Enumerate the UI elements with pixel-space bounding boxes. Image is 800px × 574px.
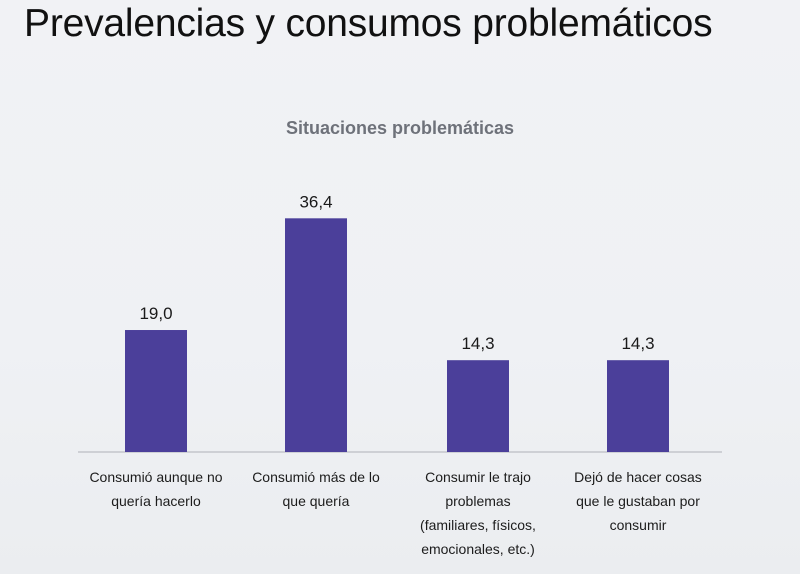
value-label-1: 19,0 [139,304,172,323]
category-label-2-line-2: que quería [283,493,350,509]
bar-4 [607,360,669,452]
category-label-3-line-2: problemas [445,493,510,509]
category-label-3-line-1: Consumir le trajo [425,469,531,485]
category-label-1-line-1: Consumió aunque no [89,469,222,485]
category-label-4-line-1: Dejó de hacer cosas [574,469,702,485]
category-label-4-line-3: consumir [610,517,667,533]
category-label-1-line-2: quería hacerlo [111,493,201,509]
category-label-3-line-3: (familiares, físicos, [420,517,536,533]
bar-1 [125,330,187,452]
slide-title: Prevalencias y consumos problemáticos [24,2,713,45]
bar-2 [285,218,347,452]
value-label-3: 14,3 [461,334,494,353]
value-label-4: 14,3 [621,334,654,353]
bar-3 [447,360,509,452]
category-label-2-line-1: Consumió más de lo [252,469,380,485]
value-label-2: 36,4 [299,192,332,211]
chart-title: Situaciones problemáticas [285,118,515,138]
category-label-3-line-4: emocionales, etc.) [421,541,535,557]
category-label-4-line-2: que le gustaban por [576,493,700,509]
